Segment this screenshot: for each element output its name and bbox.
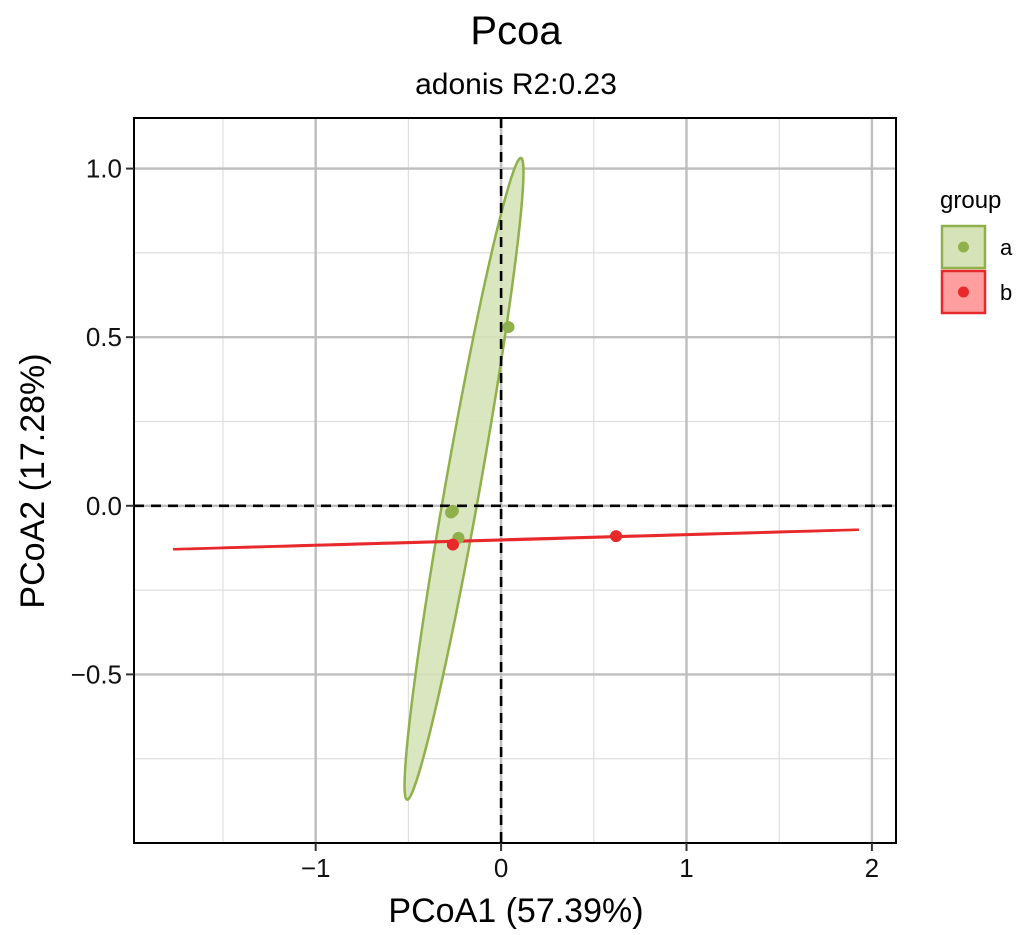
y-tick-label: 0.0 — [86, 491, 122, 521]
y-tick-label: −0.5 — [71, 659, 122, 689]
confidence-ellipses — [172, 156, 859, 801]
chart-title: Pcoa — [470, 9, 562, 53]
ellipse-group-b — [172, 528, 859, 551]
x-tick-label: 1 — [679, 853, 693, 883]
point-group-a — [502, 321, 515, 334]
data-points — [445, 321, 623, 551]
y-tick-label: 1.0 — [86, 154, 122, 184]
y-axis-ticks: −0.5 0.0 0.5 1.0 — [71, 154, 134, 689]
reference-lines — [134, 118, 896, 843]
y-tick-label: 0.5 — [86, 322, 122, 352]
legend: group ab — [940, 187, 1013, 315]
x-tick-label: 2 — [865, 853, 879, 883]
minor-grid — [134, 118, 896, 843]
ellipse-group-a — [403, 156, 525, 801]
legend-title: group — [940, 187, 1001, 214]
chart-subtitle: adonis R2:0.23 — [415, 68, 617, 101]
point-group-b — [610, 530, 623, 543]
x-tick-label: −1 — [301, 853, 331, 883]
panel-border — [133, 117, 897, 844]
point-group-b — [446, 538, 459, 551]
legend-label-a: a — [1000, 235, 1013, 260]
x-axis-ticks: −1 0 1 2 — [301, 843, 879, 883]
x-tick-label: 0 — [494, 853, 508, 883]
y-axis-title: PCoA2 (17.28%) — [14, 353, 52, 608]
legend-label-b: b — [1000, 280, 1012, 305]
x-axis-title: PCoA1 (57.39%) — [388, 892, 643, 930]
point-group-a — [446, 504, 459, 517]
legend-key-point-b — [958, 286, 969, 298]
legend-key-point-a — [958, 241, 969, 253]
